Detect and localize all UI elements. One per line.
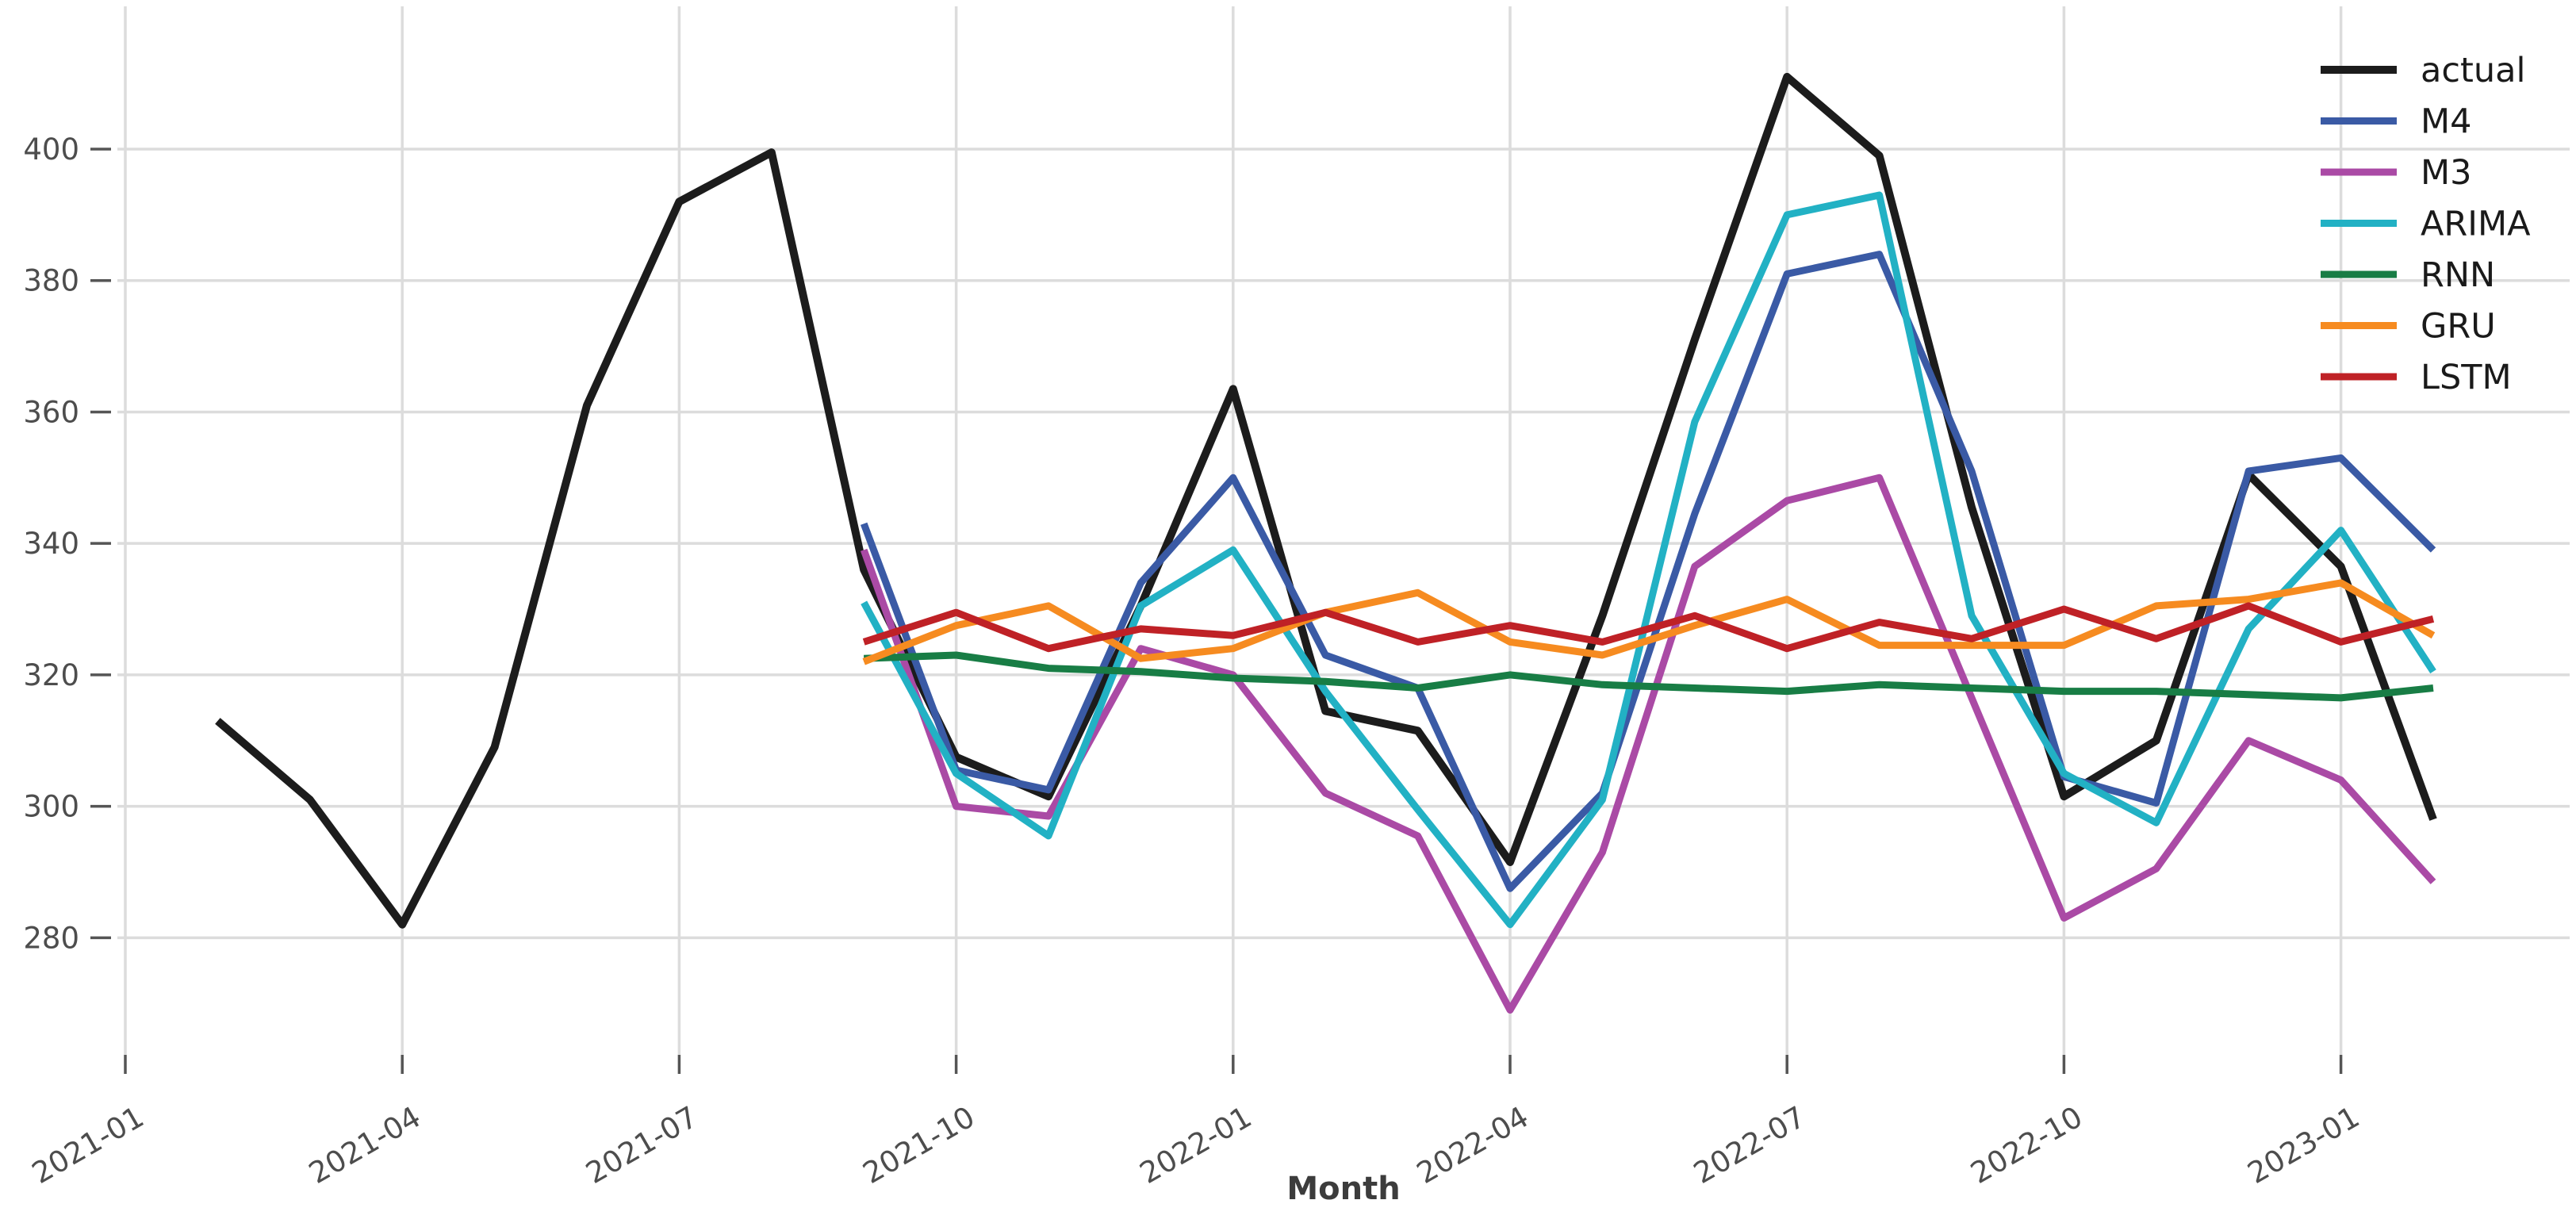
series-line-M4: [860, 251, 2436, 892]
legend-label-M4: M4: [2421, 102, 2471, 142]
x-tick-label-2021-07: 2021-07: [581, 1100, 703, 1191]
series-line-RNN: [864, 651, 2434, 702]
legend-label-LSTM: LSTM: [2421, 358, 2512, 397]
x-tick-label-2022-07: 2022-07: [1688, 1100, 1811, 1191]
legend-item-M3: M3: [2321, 153, 2471, 193]
legend: actual M4 M3 ARIMA RNN GRU LSTM: [2321, 51, 2531, 397]
x-tick-label-2022-04: 2022-04: [1411, 1100, 1534, 1191]
legend-item-ARIMA: ARIMA: [2321, 205, 2531, 244]
series-line-LSTM: [862, 602, 2435, 653]
x-tick-label-2022-01: 2022-01: [1134, 1100, 1257, 1191]
x-tick-label-2023-01: 2023-01: [2242, 1100, 2365, 1191]
y-tick-label-360: 360: [23, 395, 79, 429]
y-tick-label-380: 380: [23, 264, 79, 298]
legend-label-M3: M3: [2421, 153, 2471, 193]
grid-layer: [117, 6, 2570, 1055]
legend-label-actual: actual: [2421, 51, 2525, 90]
y-tick-label-280: 280: [23, 921, 79, 955]
y-tick-label-400: 400: [23, 132, 79, 167]
legend-item-M4: M4: [2321, 102, 2471, 142]
x-tick-label-2021-01: 2021-01: [26, 1100, 149, 1191]
series-line-M3: [860, 473, 2436, 1014]
y-tick-label-300: 300: [23, 790, 79, 824]
series-line-ARIMA: [861, 191, 2436, 929]
legend-item-RNN: RNN: [2321, 255, 2495, 295]
series-line-GRU: [862, 579, 2436, 665]
legend-label-GRU: GRU: [2421, 307, 2496, 347]
legend-label-RNN: RNN: [2421, 255, 2495, 295]
legend-item-actual: actual: [2321, 51, 2525, 90]
x-axis-title: Month: [1286, 1171, 1400, 1207]
series-line-actual: [215, 72, 2437, 929]
legend-item-GRU: GRU: [2321, 307, 2496, 347]
series-layer: [215, 72, 2437, 1014]
y-tick-label-320: 320: [23, 658, 79, 692]
x-tick-label-2021-04: 2021-04: [303, 1100, 426, 1191]
x-tick-label-2021-10: 2021-10: [857, 1100, 980, 1191]
legend-item-LSTM: LSTM: [2321, 358, 2512, 397]
x-tick-label-2022-10: 2022-10: [1965, 1100, 2088, 1191]
y-tick-label-340: 340: [23, 527, 79, 561]
legend-label-ARIMA: ARIMA: [2421, 205, 2531, 244]
